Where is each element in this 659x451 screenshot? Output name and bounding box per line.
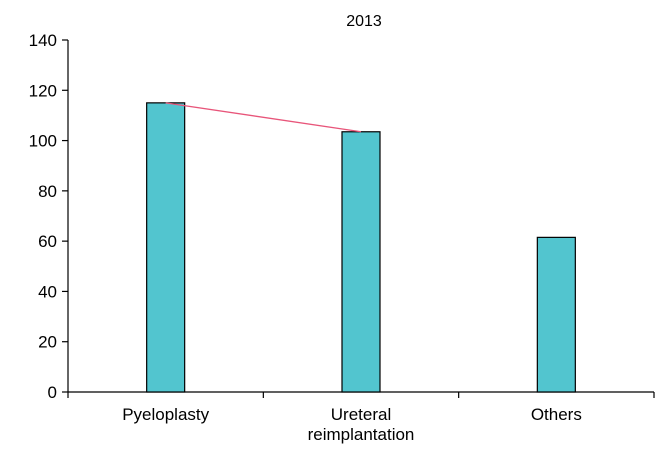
bar	[146, 102, 186, 393]
trend-line	[165, 102, 362, 133]
y-tick-label: 40	[38, 282, 57, 301]
x-tick-label: Others	[531, 405, 582, 424]
x-tick-label-line: reimplantation	[308, 425, 415, 444]
bar	[536, 236, 576, 393]
trend-line-group	[165, 102, 362, 133]
y-tick-label: 0	[48, 383, 57, 402]
y-tick-label: 120	[29, 81, 57, 100]
bar	[341, 131, 381, 393]
x-tick-label: Ureteral reimplantation	[308, 405, 415, 444]
x-tick-label-line: Others	[531, 405, 582, 424]
y-tick-label: 140	[29, 31, 57, 50]
x-tick-label-line: Ureteral	[331, 405, 391, 424]
y-axis: 0 20 40 60 80 100 120 140	[29, 31, 69, 402]
bars	[146, 102, 576, 393]
x-tick-label: Pyeloplasty	[122, 405, 209, 424]
y-tick-label: 60	[38, 232, 57, 251]
x-tick-label-line: Pyeloplasty	[122, 405, 209, 424]
x-axis: Pyeloplasty Ureteral reimplantation Others	[67, 391, 655, 444]
y-tick-label: 100	[29, 132, 57, 151]
y-tick-label: 80	[38, 182, 57, 201]
y-tick-label: 20	[38, 333, 57, 352]
chart-title: 2013	[346, 13, 382, 30]
